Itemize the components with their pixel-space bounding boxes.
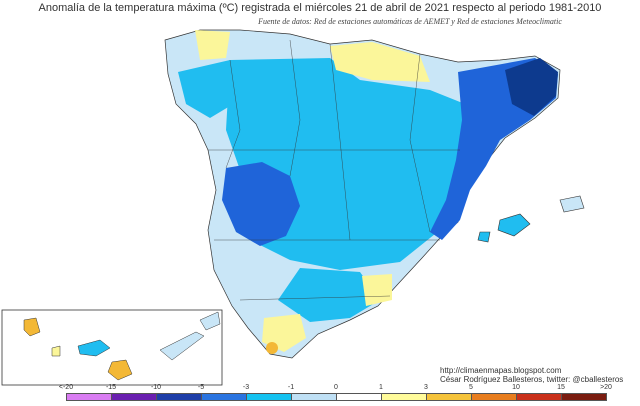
legend-color-bin [561, 393, 607, 401]
legend-tick-label: -3 [242, 384, 250, 391]
legend-tick-label: >20 [600, 384, 612, 391]
legend-tick-label: 1 [379, 384, 383, 391]
color-scale-legend: <-20 -15 -10 -5 -3 -1 0 1 3 5 10 15 >20 [58, 384, 640, 406]
anomaly-hotspot [266, 342, 278, 354]
gran-canaria [107, 359, 133, 381]
data-source: Fuente de datos: Red de estaciones autom… [258, 17, 562, 26]
legend-tick-label: -1 [287, 384, 295, 391]
legend-color-bin [291, 393, 337, 401]
legend-color-bin [111, 393, 157, 401]
legend-color-bin [201, 393, 247, 401]
province-borders [208, 39, 460, 301]
legend-tick-label: <-20 [58, 384, 74, 391]
credits-url: http://climaenmapas.blogspot.com [440, 366, 562, 375]
credits-author: César Rodríguez Ballesteros, twitter: @c… [440, 375, 624, 384]
mallorca [497, 213, 531, 237]
legend-tick-label: 10 [512, 384, 520, 391]
legend-color-bin [66, 393, 112, 401]
legend-tick-label: -10 [150, 384, 162, 391]
legend-tick-label: 3 [424, 384, 428, 391]
legend-color-bin [156, 393, 202, 401]
anomaly-region-andalucia [278, 268, 380, 322]
credits: http://climaenmapas.blogspot.com César R… [440, 366, 623, 384]
anomaly-region-catalonia [505, 58, 558, 116]
legend-tick-label: 15 [557, 384, 565, 391]
tenerife [77, 339, 111, 357]
legend-color-bin [381, 393, 427, 401]
anomaly-region-jaen [362, 274, 392, 306]
anomaly-region-extremadura [222, 162, 300, 246]
legend-color-bin [336, 393, 382, 401]
legend-color-bin [246, 393, 292, 401]
ibiza [477, 231, 491, 243]
map-title: Anomalía de la temperatura máxima (ºC) r… [38, 2, 602, 14]
menorca [559, 195, 585, 213]
legend-tick-label: -15 [105, 384, 117, 391]
legend-color-bin [516, 393, 562, 401]
la-palma [23, 317, 41, 337]
legend-tick-label: 5 [469, 384, 473, 391]
legend-color-bin [471, 393, 517, 401]
legend-tick-label: -5 [197, 384, 205, 391]
la-gomera [51, 345, 61, 357]
legend-tick-label: 0 [334, 384, 338, 391]
anomaly-region-galicia [178, 60, 240, 118]
anomaly-region-north-plateau [330, 42, 430, 82]
anomaly-region-galicia-north [195, 30, 230, 60]
fuerteventura [159, 331, 205, 361]
legend-color-bin [426, 393, 472, 401]
lanzarote [199, 311, 221, 331]
